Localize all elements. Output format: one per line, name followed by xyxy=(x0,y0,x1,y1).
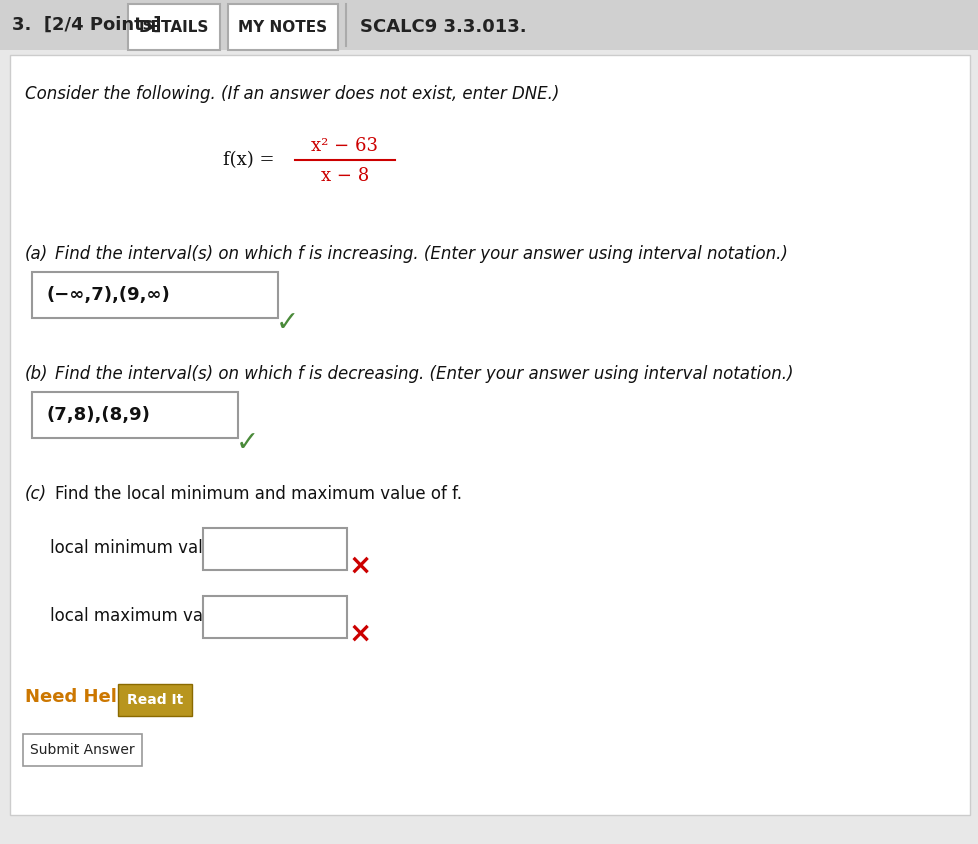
Text: DETAILS: DETAILS xyxy=(139,19,209,35)
FancyBboxPatch shape xyxy=(0,817,978,844)
Text: x² − 63: x² − 63 xyxy=(311,137,378,155)
Text: ✓: ✓ xyxy=(275,309,298,337)
FancyBboxPatch shape xyxy=(10,55,969,815)
Text: Find the interval(s) on which f is decreasing. (Enter your answer using interval: Find the interval(s) on which f is decre… xyxy=(55,365,793,383)
FancyBboxPatch shape xyxy=(128,4,220,50)
Text: ✓: ✓ xyxy=(235,429,258,457)
FancyBboxPatch shape xyxy=(32,272,278,318)
Text: Read It: Read It xyxy=(127,693,183,707)
Text: Need Help?: Need Help? xyxy=(25,688,140,706)
Text: local maximum value: local maximum value xyxy=(50,607,228,625)
Text: 3.  [2/4 Points]: 3. [2/4 Points] xyxy=(12,16,161,34)
FancyBboxPatch shape xyxy=(202,528,346,570)
Text: ×: × xyxy=(348,620,372,648)
FancyBboxPatch shape xyxy=(118,684,192,716)
Text: Find the local minimum and maximum value of f.: Find the local minimum and maximum value… xyxy=(55,485,462,503)
FancyBboxPatch shape xyxy=(0,0,978,50)
FancyBboxPatch shape xyxy=(22,734,142,766)
Text: MY NOTES: MY NOTES xyxy=(239,19,328,35)
Text: local minimum value: local minimum value xyxy=(50,539,223,557)
FancyBboxPatch shape xyxy=(202,596,346,638)
Text: (−∞,7),(9,∞): (−∞,7),(9,∞) xyxy=(47,286,170,304)
Text: (a): (a) xyxy=(25,245,48,263)
Text: (c): (c) xyxy=(25,485,47,503)
Text: SCALC9 3.3.013.: SCALC9 3.3.013. xyxy=(360,18,526,36)
Text: Submit Answer: Submit Answer xyxy=(30,743,135,757)
FancyBboxPatch shape xyxy=(228,4,337,50)
Text: (7,8),(8,9): (7,8),(8,9) xyxy=(47,406,151,424)
Text: (b): (b) xyxy=(25,365,49,383)
Text: ×: × xyxy=(348,552,372,580)
FancyBboxPatch shape xyxy=(0,50,978,844)
Text: f(x) =: f(x) = xyxy=(223,151,280,169)
Text: Consider the following. (If an answer does not exist, enter DNE.): Consider the following. (If an answer do… xyxy=(25,85,558,103)
Text: x − 8: x − 8 xyxy=(321,167,369,185)
Text: Find the interval(s) on which f is increasing. (Enter your answer using interval: Find the interval(s) on which f is incre… xyxy=(55,245,787,263)
FancyBboxPatch shape xyxy=(32,392,238,438)
